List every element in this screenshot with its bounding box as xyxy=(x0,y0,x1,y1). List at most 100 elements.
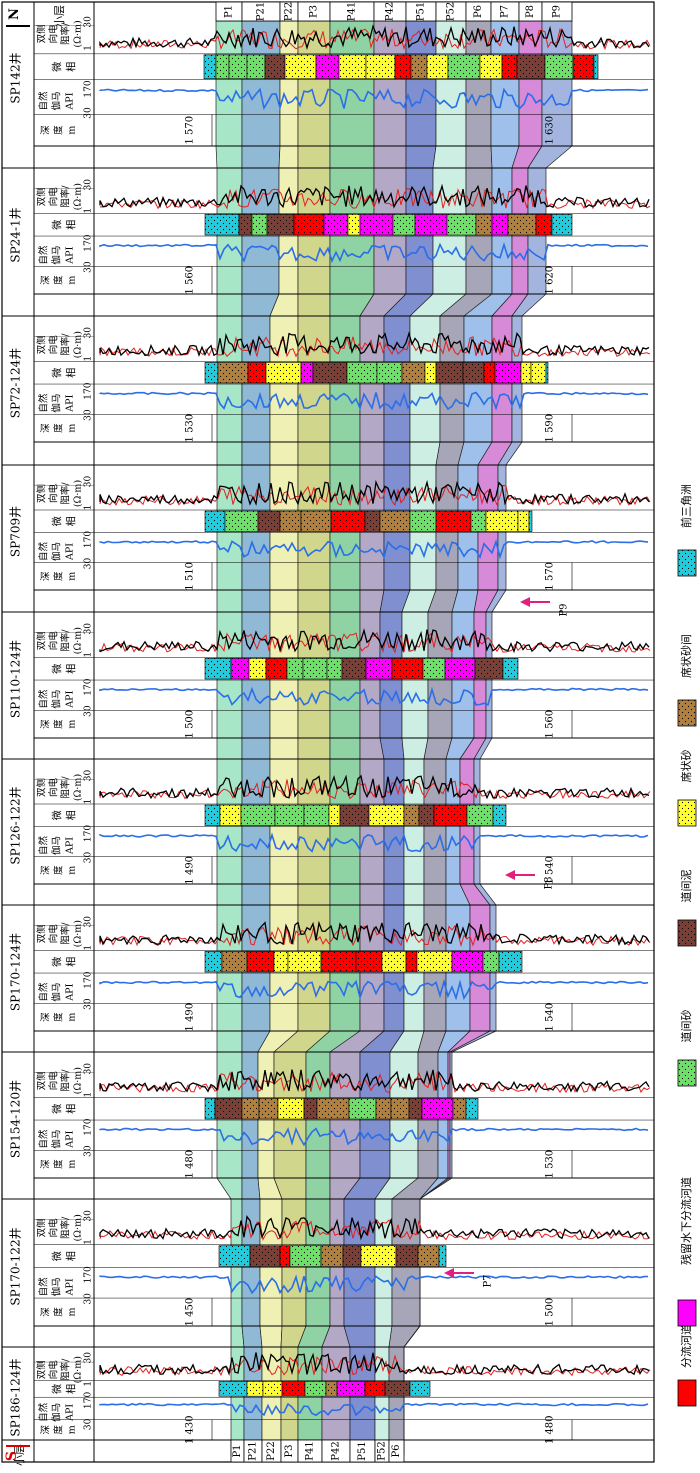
facies-pattern xyxy=(265,54,285,79)
track-label-depth: 度 xyxy=(53,865,65,875)
facies-pattern xyxy=(417,951,452,973)
facies-pattern xyxy=(493,805,506,826)
facies-pattern xyxy=(486,511,518,532)
facies-pattern xyxy=(339,54,366,79)
facies-pattern xyxy=(247,951,274,973)
legend-swatch-pattern xyxy=(678,700,696,726)
facies-pattern xyxy=(476,214,492,236)
legend-label: 道间泥 xyxy=(679,870,693,903)
facies-pattern xyxy=(290,1245,321,1267)
track-label-facies: 相 xyxy=(65,62,78,72)
track-label-gamma: 伽马 xyxy=(51,394,63,413)
facies-pattern xyxy=(499,951,522,973)
well-name: SP126-122井 xyxy=(9,786,23,864)
compass-south: S xyxy=(4,1445,30,1461)
layer-label-top-p6: P6 xyxy=(473,5,484,18)
depth-label: 1 500 xyxy=(185,710,196,739)
facies-pattern xyxy=(321,1245,343,1267)
pinchout-label: P7 xyxy=(483,1274,494,1287)
facies-pattern xyxy=(252,214,267,236)
layer-label-top-p8: P8 xyxy=(525,5,536,18)
layer-label-bottom-p52: P52 xyxy=(377,1441,388,1460)
track-label-gamma: 自然 xyxy=(38,393,50,413)
legend-swatch xyxy=(677,1299,697,1327)
gamma-scale-min: 30 xyxy=(84,409,94,421)
resistivity-curve-red xyxy=(99,1071,651,1094)
facies-pattern xyxy=(316,54,339,79)
track-label-depth: 度 xyxy=(53,571,65,581)
track-label-facies: 微 xyxy=(51,368,64,378)
track-label-depth: m xyxy=(67,866,78,875)
layer-label-bottom-p6: P6 xyxy=(391,1444,402,1457)
track-label-gamma: 自然 xyxy=(38,1277,50,1297)
layer-label-top-p1: P1 xyxy=(224,5,235,18)
track-label-resistivity: 双侧 xyxy=(36,1218,48,1237)
facies-pattern xyxy=(475,658,503,680)
gamma-curve xyxy=(99,1126,649,1147)
depth-label: 1 500 xyxy=(545,1298,556,1327)
depth-label: 1 450 xyxy=(185,1298,196,1327)
res-scale-min: 1 xyxy=(84,505,94,511)
facies-pattern xyxy=(434,805,467,826)
pinchout-label: P8 xyxy=(544,876,555,889)
track-label-gamma: 伽马 xyxy=(51,1130,63,1149)
facies-pattern xyxy=(484,362,495,384)
facies-pattern xyxy=(263,1381,282,1397)
legend-item-5: 席状砂间 xyxy=(677,634,697,727)
res-scale-max: 30 xyxy=(84,179,94,191)
layer-label-bottom-p41: P41 xyxy=(305,1441,316,1460)
gamma-scale-min: 30 xyxy=(84,852,94,864)
facies-pattern xyxy=(418,1245,439,1267)
legend-item-3: 道间泥 xyxy=(677,870,697,947)
depth-label: 1 590 xyxy=(545,414,556,443)
facies-pattern xyxy=(356,951,382,973)
gamma-scale-max: 170 xyxy=(84,825,94,842)
facies-pattern xyxy=(275,805,304,826)
layer-label-bottom-p3: P3 xyxy=(284,1444,295,1457)
facies-pattern xyxy=(445,658,475,680)
facies-pattern xyxy=(471,511,486,532)
track-label-facies: 相 xyxy=(65,957,78,967)
pinchout-arrow-p9: P9 xyxy=(520,597,570,617)
track-label-depth: 度 xyxy=(53,1425,65,1435)
track-label-gamma: 伽马 xyxy=(51,246,63,265)
facies-pattern xyxy=(395,54,411,79)
resistivity-curve xyxy=(99,479,650,507)
legend-item-0: 分流河道 xyxy=(677,1324,697,1407)
facies-pattern xyxy=(219,1381,247,1397)
track-label-resistivity: 阻率/ xyxy=(60,22,72,45)
res-scale-min: 1 xyxy=(84,1239,94,1245)
depth-label: 1 510 xyxy=(185,562,196,591)
track-label-depth: 度 xyxy=(53,1307,65,1317)
gamma-scale-max: 170 xyxy=(84,1392,94,1409)
res-scale-max: 30 xyxy=(84,327,94,339)
facies-pattern xyxy=(552,214,572,236)
facies-pattern xyxy=(573,54,594,79)
track-label-facies: 相 xyxy=(65,1251,78,1261)
gamma-scale-min: 30 xyxy=(84,1145,94,1157)
track-label-gamma: API xyxy=(65,837,76,855)
pinchout-label: P9 xyxy=(559,603,570,616)
facies-pattern xyxy=(508,214,536,236)
track-label-gamma: API xyxy=(65,543,76,561)
facies-pattern xyxy=(348,214,360,236)
track-label-gamma: 伽马 xyxy=(51,983,63,1002)
legend-swatch-pattern xyxy=(678,1060,696,1086)
facies-pattern xyxy=(266,362,301,384)
track-label-resistivity: 双侧 xyxy=(36,24,48,43)
track-label-resistivity: 阻率/ xyxy=(60,629,72,652)
facies-pattern xyxy=(492,214,508,236)
facies-pattern xyxy=(280,1245,290,1267)
gamma-scale-min: 30 xyxy=(84,705,94,717)
depth-label: 1 560 xyxy=(185,266,196,295)
depth-label: 1 540 xyxy=(545,1003,556,1032)
res-scale-min: 1 xyxy=(84,652,94,658)
log-tracks: 1 570 1 630 1 560 1 620 1 530 1 590 1 510 1 570… xyxy=(99,24,651,1444)
track-label-depth: 深 xyxy=(41,571,52,581)
track-label-resistivity: 向电 xyxy=(48,778,60,798)
well-name: SP110-124井 xyxy=(9,640,23,718)
facies-pattern xyxy=(220,805,241,826)
res-scale-min: 1 xyxy=(84,1092,94,1098)
res-scale-max: 30 xyxy=(84,16,94,28)
